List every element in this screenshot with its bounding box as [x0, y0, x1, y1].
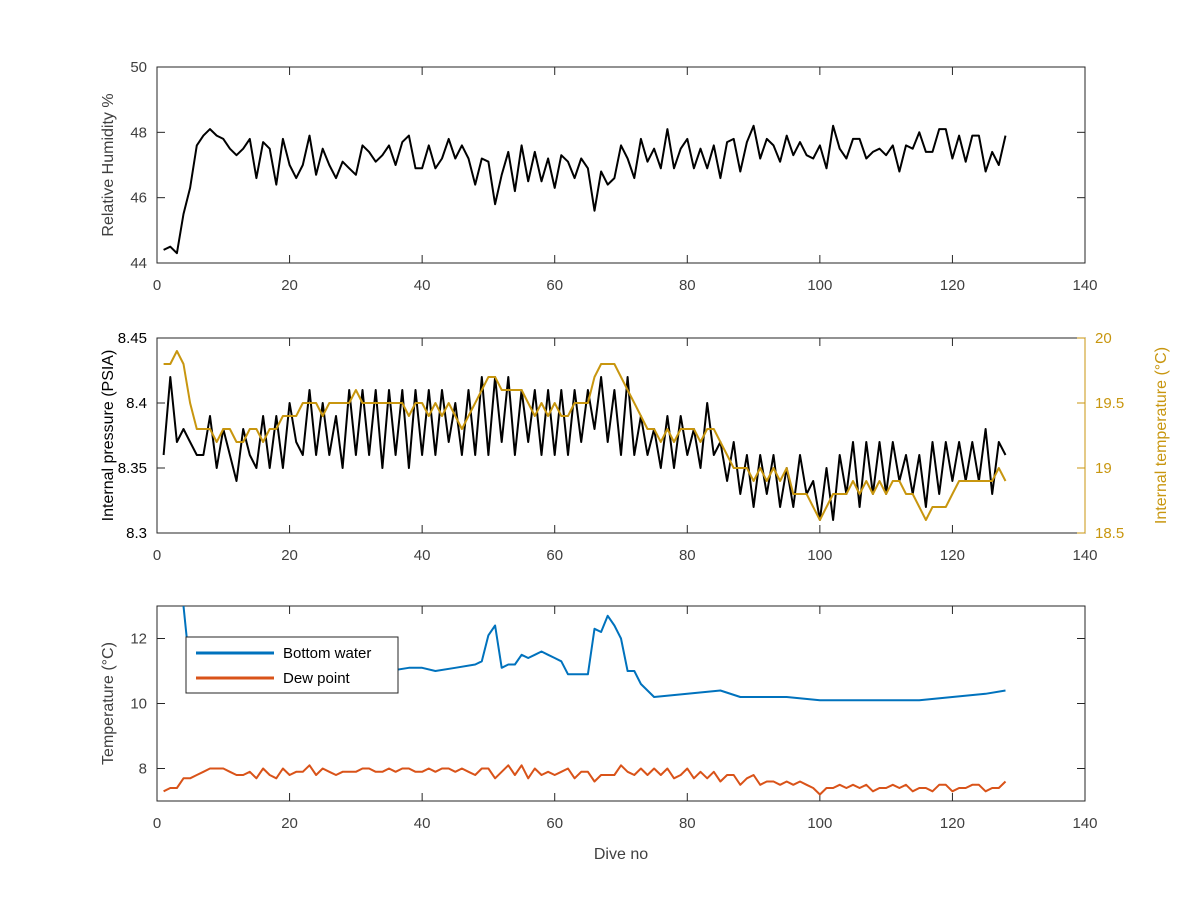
plot-panel-2: 0 20 40 60 80 100 120 140 8.3 8.35 8.4 8.45 18.5 19 19…: [100, 330, 1170, 564]
y-axis-label: Temperature (°C): [100, 642, 117, 765]
series-line-2: [163, 350, 1007, 521]
y-tick-label: 8.4: [126, 395, 147, 412]
x-tick-label: 0: [153, 277, 161, 294]
y-tick-label: 46: [130, 190, 147, 207]
x-axis-label: Dive no: [594, 846, 648, 863]
x-tick-label: 100: [807, 815, 832, 832]
x-tick-label: 40: [414, 277, 431, 294]
plot-frame: [156, 337, 1086, 534]
x-tick-label: 20: [281, 815, 298, 832]
y2-axis-label: Internal temperature (°C): [1153, 347, 1170, 524]
x-tick-label: 140: [1072, 547, 1097, 564]
x-tick-label: 140: [1072, 277, 1097, 294]
y2-tick-label: 18.5: [1095, 525, 1124, 542]
x-tick-label: 120: [940, 547, 965, 564]
series-group: [163, 124, 1007, 255]
plot-panel-3: 0 20 40 60 80 100 120 140 8 10 12 Temperature (°C) D…: [100, 605, 1098, 863]
x-tick-label: 60: [546, 815, 563, 832]
x-tick-label: 80: [679, 547, 696, 564]
x-tick-label: 120: [940, 815, 965, 832]
series-group: [162, 350, 1007, 521]
x-tick-label: 20: [281, 547, 298, 564]
x-tick-label: 140: [1072, 815, 1097, 832]
x-tick-label: 40: [414, 815, 431, 832]
legend-box: [185, 636, 399, 694]
x-tick-label: 100: [807, 547, 832, 564]
y2-tick-label: 19: [1095, 460, 1112, 477]
legend-entry-label: Bottom water: [283, 645, 371, 662]
y-axis-label: Internal pressure (PSIA): [100, 350, 117, 522]
x-tick-label: 40: [414, 547, 431, 564]
x-tick-label: 60: [546, 277, 563, 294]
x-tick-label: 0: [153, 547, 161, 564]
x-tick-label: 100: [807, 277, 832, 294]
x-tick-label: 80: [679, 815, 696, 832]
y-tick-label: 50: [130, 59, 147, 76]
y-tick-label: 48: [130, 124, 147, 141]
x-tick-label: 0: [153, 815, 161, 832]
series-line-1: [162, 376, 1007, 521]
x-tick-label: 80: [679, 277, 696, 294]
series-line-1: [163, 124, 1007, 255]
y2-tick-label: 19.5: [1095, 395, 1124, 412]
series-line-2: [163, 764, 1007, 796]
plot-frame: [156, 66, 1086, 264]
y-tick-label: 10: [130, 696, 147, 713]
x-tick-label: 20: [281, 277, 298, 294]
y-axis-label: Relative Humidity %: [100, 93, 117, 236]
y2-tick-label: 20: [1095, 330, 1112, 347]
y-tick-label: 8.35: [118, 460, 147, 477]
legend-entry-label: Dew point: [283, 670, 351, 687]
legend: Bottom water Dew point: [185, 636, 399, 694]
x-tick-label: 120: [940, 277, 965, 294]
y-tick-label: 44: [130, 255, 147, 272]
y-tick-label: 12: [130, 631, 147, 648]
y-tick-label: 8.3: [126, 525, 147, 542]
y-tick-label: 8.45: [118, 330, 147, 347]
plot-panel-1: 0 20 40 60 80 100 120 140 44 46 48 50 Relative Humid…: [100, 59, 1098, 294]
x-tick-label: 60: [546, 547, 563, 564]
y-tick-label: 8: [139, 761, 147, 778]
